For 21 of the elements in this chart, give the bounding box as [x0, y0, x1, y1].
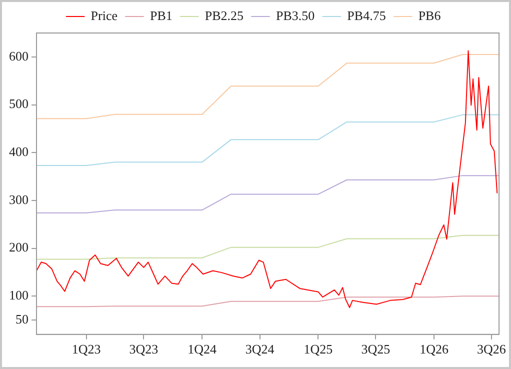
y-tick-label: 300	[9, 192, 28, 207]
y-tick-label: 600	[9, 48, 28, 64]
legend-label: PB1	[150, 8, 172, 23]
x-tick-label: 1Q25	[304, 342, 333, 357]
x-tick-label: 1Q26	[420, 342, 449, 357]
x-tick-label: 3Q26	[476, 342, 506, 357]
legend-label: PB2.25	[204, 8, 244, 23]
x-tick-label: 1Q23	[72, 342, 101, 357]
x-tick-label: 3Q25	[361, 342, 390, 357]
legend-label: PB3.50	[276, 8, 315, 23]
x-tick-label: 1Q24	[188, 342, 218, 357]
y-tick-label: 500	[9, 96, 28, 112]
y-tick-label: 200	[9, 240, 28, 255]
legend-label: PB4.75	[347, 8, 386, 23]
legend-label: PB6	[418, 8, 442, 23]
y-tick-label: 400	[9, 144, 28, 160]
legend-label: Price	[90, 8, 118, 23]
x-tick-label: 3Q23	[129, 342, 158, 357]
y-tick-label: 100	[9, 288, 28, 303]
x-tick-label: 3Q24	[245, 342, 275, 357]
y-tick-label: 50	[16, 311, 28, 326]
